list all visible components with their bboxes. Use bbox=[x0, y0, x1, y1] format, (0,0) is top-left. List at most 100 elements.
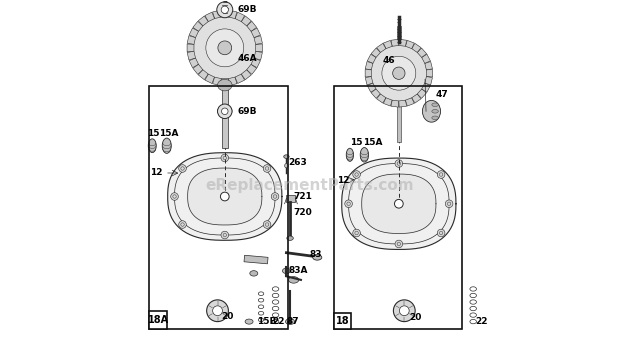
Polygon shape bbox=[365, 76, 373, 85]
Polygon shape bbox=[365, 70, 371, 77]
Bar bbox=[397, 26, 401, 142]
Polygon shape bbox=[391, 39, 399, 46]
Polygon shape bbox=[422, 54, 430, 63]
Ellipse shape bbox=[148, 139, 156, 153]
Polygon shape bbox=[168, 153, 282, 240]
Polygon shape bbox=[254, 36, 262, 44]
Polygon shape bbox=[405, 98, 414, 106]
Circle shape bbox=[392, 67, 405, 79]
Ellipse shape bbox=[283, 268, 290, 274]
Polygon shape bbox=[391, 100, 399, 107]
Circle shape bbox=[370, 44, 428, 102]
Polygon shape bbox=[235, 74, 245, 83]
Bar bbox=[334, 86, 463, 329]
Text: 83A: 83A bbox=[288, 266, 308, 275]
Polygon shape bbox=[417, 48, 427, 58]
Polygon shape bbox=[251, 28, 260, 37]
Polygon shape bbox=[383, 98, 392, 106]
Circle shape bbox=[394, 199, 403, 208]
Polygon shape bbox=[241, 70, 251, 80]
Ellipse shape bbox=[245, 319, 253, 324]
Text: 12: 12 bbox=[151, 169, 163, 177]
Polygon shape bbox=[254, 51, 262, 60]
Polygon shape bbox=[255, 44, 262, 52]
Ellipse shape bbox=[346, 148, 353, 161]
Text: 87: 87 bbox=[286, 317, 299, 326]
Polygon shape bbox=[188, 168, 262, 225]
Circle shape bbox=[206, 29, 244, 67]
Polygon shape bbox=[221, 10, 229, 17]
Text: 12: 12 bbox=[337, 176, 350, 185]
Polygon shape bbox=[247, 64, 257, 74]
Circle shape bbox=[345, 200, 352, 207]
Ellipse shape bbox=[432, 110, 438, 113]
Polygon shape bbox=[198, 16, 208, 26]
Text: 20: 20 bbox=[221, 312, 234, 321]
Polygon shape bbox=[367, 54, 376, 63]
Polygon shape bbox=[383, 40, 392, 49]
Bar bbox=[149, 312, 167, 329]
Circle shape bbox=[395, 240, 402, 248]
Text: 263: 263 bbox=[288, 158, 307, 167]
Polygon shape bbox=[376, 94, 386, 103]
Circle shape bbox=[217, 2, 232, 18]
Circle shape bbox=[221, 192, 229, 201]
Circle shape bbox=[271, 193, 279, 200]
Ellipse shape bbox=[422, 100, 441, 122]
Circle shape bbox=[170, 193, 179, 200]
Polygon shape bbox=[425, 62, 433, 70]
Polygon shape bbox=[412, 94, 421, 103]
Text: 720: 720 bbox=[294, 208, 312, 217]
Circle shape bbox=[179, 165, 187, 172]
Polygon shape bbox=[342, 158, 456, 249]
Circle shape bbox=[353, 171, 360, 178]
Circle shape bbox=[218, 41, 232, 55]
Circle shape bbox=[353, 229, 360, 237]
Circle shape bbox=[218, 104, 232, 119]
Polygon shape bbox=[213, 10, 221, 19]
Polygon shape bbox=[425, 76, 433, 85]
Text: 20: 20 bbox=[410, 313, 422, 323]
Text: 83: 83 bbox=[310, 250, 322, 259]
Polygon shape bbox=[193, 21, 203, 31]
Polygon shape bbox=[187, 36, 195, 44]
Ellipse shape bbox=[218, 79, 232, 91]
Polygon shape bbox=[221, 79, 229, 86]
Text: 18: 18 bbox=[335, 316, 349, 326]
Circle shape bbox=[221, 6, 228, 13]
Circle shape bbox=[437, 171, 445, 178]
Text: 721: 721 bbox=[294, 192, 312, 201]
Circle shape bbox=[221, 154, 229, 162]
Text: 46A: 46A bbox=[237, 54, 257, 63]
Polygon shape bbox=[198, 70, 208, 80]
Circle shape bbox=[179, 221, 187, 228]
Polygon shape bbox=[228, 10, 237, 19]
Circle shape bbox=[395, 160, 402, 167]
Text: 15A: 15A bbox=[159, 128, 179, 138]
Polygon shape bbox=[228, 77, 237, 86]
Ellipse shape bbox=[162, 138, 171, 153]
Ellipse shape bbox=[360, 147, 368, 162]
Polygon shape bbox=[399, 100, 407, 107]
Polygon shape bbox=[235, 12, 245, 21]
Text: 46: 46 bbox=[383, 56, 395, 65]
Polygon shape bbox=[427, 70, 433, 77]
Polygon shape bbox=[247, 21, 257, 31]
Text: 47: 47 bbox=[435, 91, 448, 99]
Ellipse shape bbox=[432, 103, 438, 107]
Circle shape bbox=[221, 231, 229, 239]
Polygon shape bbox=[361, 174, 436, 233]
Polygon shape bbox=[412, 43, 421, 52]
Polygon shape bbox=[187, 51, 195, 60]
Polygon shape bbox=[365, 62, 373, 70]
Polygon shape bbox=[205, 74, 215, 83]
Text: 69B: 69B bbox=[237, 5, 257, 14]
Text: 15B: 15B bbox=[257, 317, 277, 326]
Polygon shape bbox=[422, 83, 430, 92]
Bar bbox=[222, 51, 228, 147]
Ellipse shape bbox=[432, 116, 438, 120]
Ellipse shape bbox=[284, 155, 289, 158]
Ellipse shape bbox=[312, 255, 322, 260]
Text: 22: 22 bbox=[475, 317, 487, 326]
Polygon shape bbox=[241, 16, 251, 26]
